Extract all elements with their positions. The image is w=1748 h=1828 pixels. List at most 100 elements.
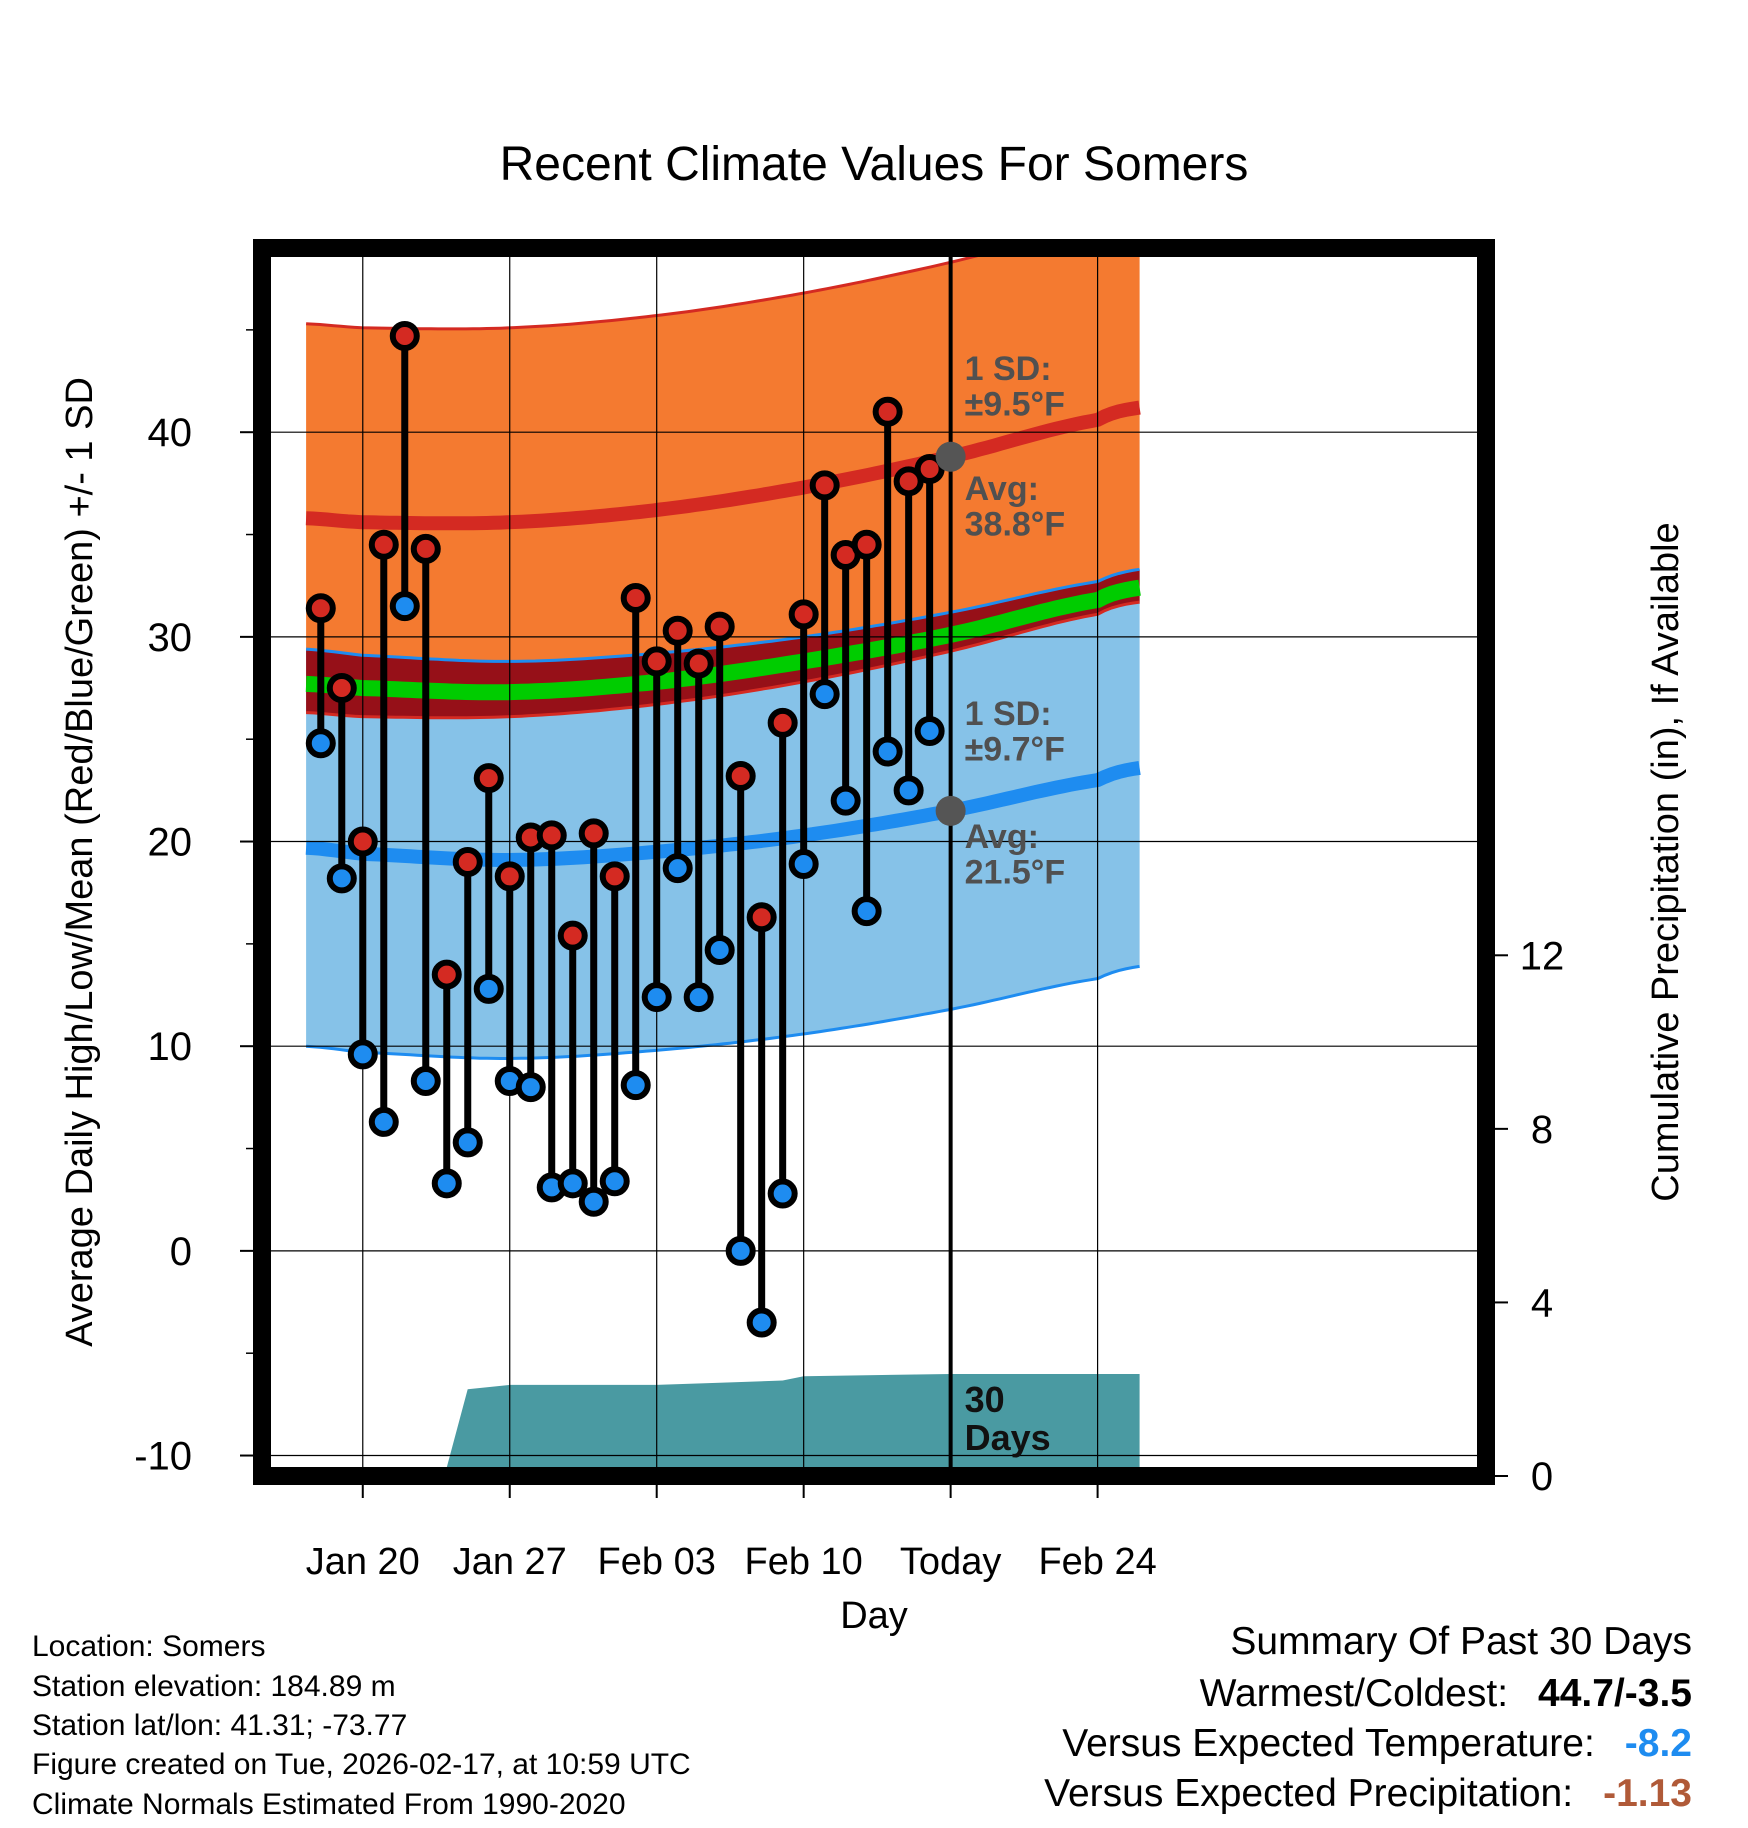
obs-high-dot: [914, 454, 945, 485]
chart-title: Recent Climate Values For Somers: [500, 138, 1249, 191]
obs-high-dot: [431, 959, 462, 990]
low-avg-marker: [935, 795, 966, 826]
x-tick-label: Jan 20: [306, 1541, 420, 1583]
obs-high-dot: [347, 826, 378, 857]
y-tick-label: -10: [134, 1435, 192, 1479]
x-tick-label: Feb 10: [745, 1541, 863, 1583]
precip-area: [306, 1374, 1140, 1476]
overlap-band: [306, 569, 1140, 718]
high-avg-annotation: Avg: 38.8°F: [965, 470, 1066, 544]
info-location: Location: Somers: [32, 1630, 266, 1663]
summary-temp: Versus Expected Temperature: -8.2: [1062, 1722, 1692, 1766]
y-tick-label: 20: [148, 821, 193, 865]
high-avg-line: [305, 400, 1141, 531]
obs-high-dot: [578, 818, 609, 849]
obs-high-dot: [872, 396, 903, 427]
summary-warm-cold-value: 44.7/-3.5: [1538, 1672, 1692, 1715]
obs-low-dot: [578, 1186, 609, 1217]
obs-low-dot: [473, 973, 504, 1004]
y2-tick-label: 12: [1520, 934, 1565, 978]
obs-low-dot: [515, 1072, 546, 1103]
obs-low-dot: [641, 982, 672, 1013]
summary-warm-cold-label: Warmest/Coldest:: [1199, 1672, 1509, 1715]
summary-temp-label: Versus Expected Temperature:: [1062, 1722, 1595, 1765]
y2-tick-label: 8: [1531, 1108, 1553, 1152]
obs-high-dot: [746, 902, 777, 933]
obs-high-dot: [767, 707, 798, 738]
summary-precip: Versus Expected Precipitation: -1.13: [1044, 1772, 1692, 1816]
obs-low-dot: [431, 1168, 462, 1199]
y2-tick-label: 4: [1531, 1281, 1553, 1325]
summary-temp-value: -8.2: [1624, 1722, 1692, 1765]
y2-tick-label: 0: [1531, 1455, 1553, 1499]
obs-high-dot: [809, 470, 840, 501]
obs-high-dot: [725, 761, 756, 792]
obs-low-dot: [326, 863, 357, 894]
obs-high-dot: [494, 861, 525, 892]
y2-axis-label: Cumulative Precipitation (in), If Availa…: [1645, 522, 1687, 1201]
obs-low-dot: [809, 679, 840, 710]
obs-low-dot: [305, 728, 336, 759]
low-sd-annotation: 1 SD: ±9.7°F: [965, 695, 1065, 769]
obs-low-dot: [746, 1307, 777, 1338]
obs-high-dot: [389, 321, 420, 352]
x-tick-label: Feb 03: [598, 1541, 716, 1583]
y-tick-label: 0: [170, 1230, 192, 1274]
y-axis-label: Average Daily High/Low/Mean (Red/Blue/Gr…: [59, 377, 101, 1347]
obs-low-dot: [683, 982, 714, 1013]
obs-high-dot: [704, 611, 735, 642]
obs-high-dot: [851, 529, 882, 560]
x-tick-label: Today: [900, 1541, 1001, 1583]
obs-low-dot: [662, 853, 693, 884]
obs-low-dot: [851, 896, 882, 927]
obs-high-dot: [641, 646, 672, 677]
obs-high-dot: [368, 529, 399, 560]
summary-precip-value: -1.13: [1603, 1772, 1692, 1815]
y-tick-label: 10: [148, 1025, 193, 1069]
obs-high-dot: [599, 861, 630, 892]
low-avg-annotation: Avg: 21.5°F: [965, 818, 1066, 892]
info-latlon: Station lat/lon: 41.31; -73.77: [32, 1709, 408, 1742]
high-avg-marker: [935, 441, 966, 472]
obs-high-dot: [473, 763, 504, 794]
x-tick-label: Jan 27: [453, 1541, 567, 1583]
obs-high-dot: [410, 533, 441, 564]
summary-warm-cold: Warmest/Coldest: 44.7/-3.5: [1200, 1672, 1692, 1716]
obs-low-dot: [914, 716, 945, 747]
obs-high-dot: [893, 466, 924, 497]
y-tick-label: 30: [148, 616, 193, 660]
obs-low-dot: [893, 775, 924, 806]
obs-low-dot: [452, 1127, 483, 1158]
summary-precip-label: Versus Expected Precipitation:: [1044, 1772, 1574, 1815]
plot-frame: [253, 239, 1495, 1485]
obs-low-dot: [389, 591, 420, 622]
obs-low-dot: [620, 1070, 651, 1101]
obs-high-dot: [452, 847, 483, 877]
obs-high-dot: [305, 593, 336, 624]
summary-title: Summary Of Past 30 Days: [1230, 1620, 1692, 1663]
obs-high-dot: [557, 920, 588, 951]
obs-low-dot: [872, 736, 903, 767]
obs-low-dot: [347, 1039, 378, 1070]
obs-low-dot: [767, 1178, 798, 1209]
obs-low-dot: [410, 1065, 441, 1096]
x-tick-label: Feb 24: [1038, 1541, 1156, 1583]
y-tick-label: 40: [148, 411, 193, 455]
high-sd-annotation: 1 SD: ±9.5°F: [965, 350, 1065, 424]
obs-high-dot: [683, 648, 714, 679]
obs-high-dot: [788, 599, 819, 630]
x-axis-label: Day: [840, 1595, 908, 1637]
obs-low-dot: [599, 1166, 630, 1197]
obs-high-dot: [326, 673, 357, 704]
precip-annotation: 30 Days: [965, 1379, 1051, 1458]
obs-low-dot: [788, 849, 819, 880]
info-elevation: Station elevation: 184.89 m: [32, 1670, 396, 1703]
obs-low-dot: [368, 1106, 399, 1137]
obs-high-dot: [620, 582, 651, 613]
obs-high-dot: [662, 615, 693, 646]
info-normals: Climate Normals Estimated From 1990-2020: [32, 1788, 626, 1821]
obs-low-dot: [704, 935, 735, 966]
obs-low-dot: [830, 785, 861, 816]
obs-high-dot: [536, 820, 567, 851]
